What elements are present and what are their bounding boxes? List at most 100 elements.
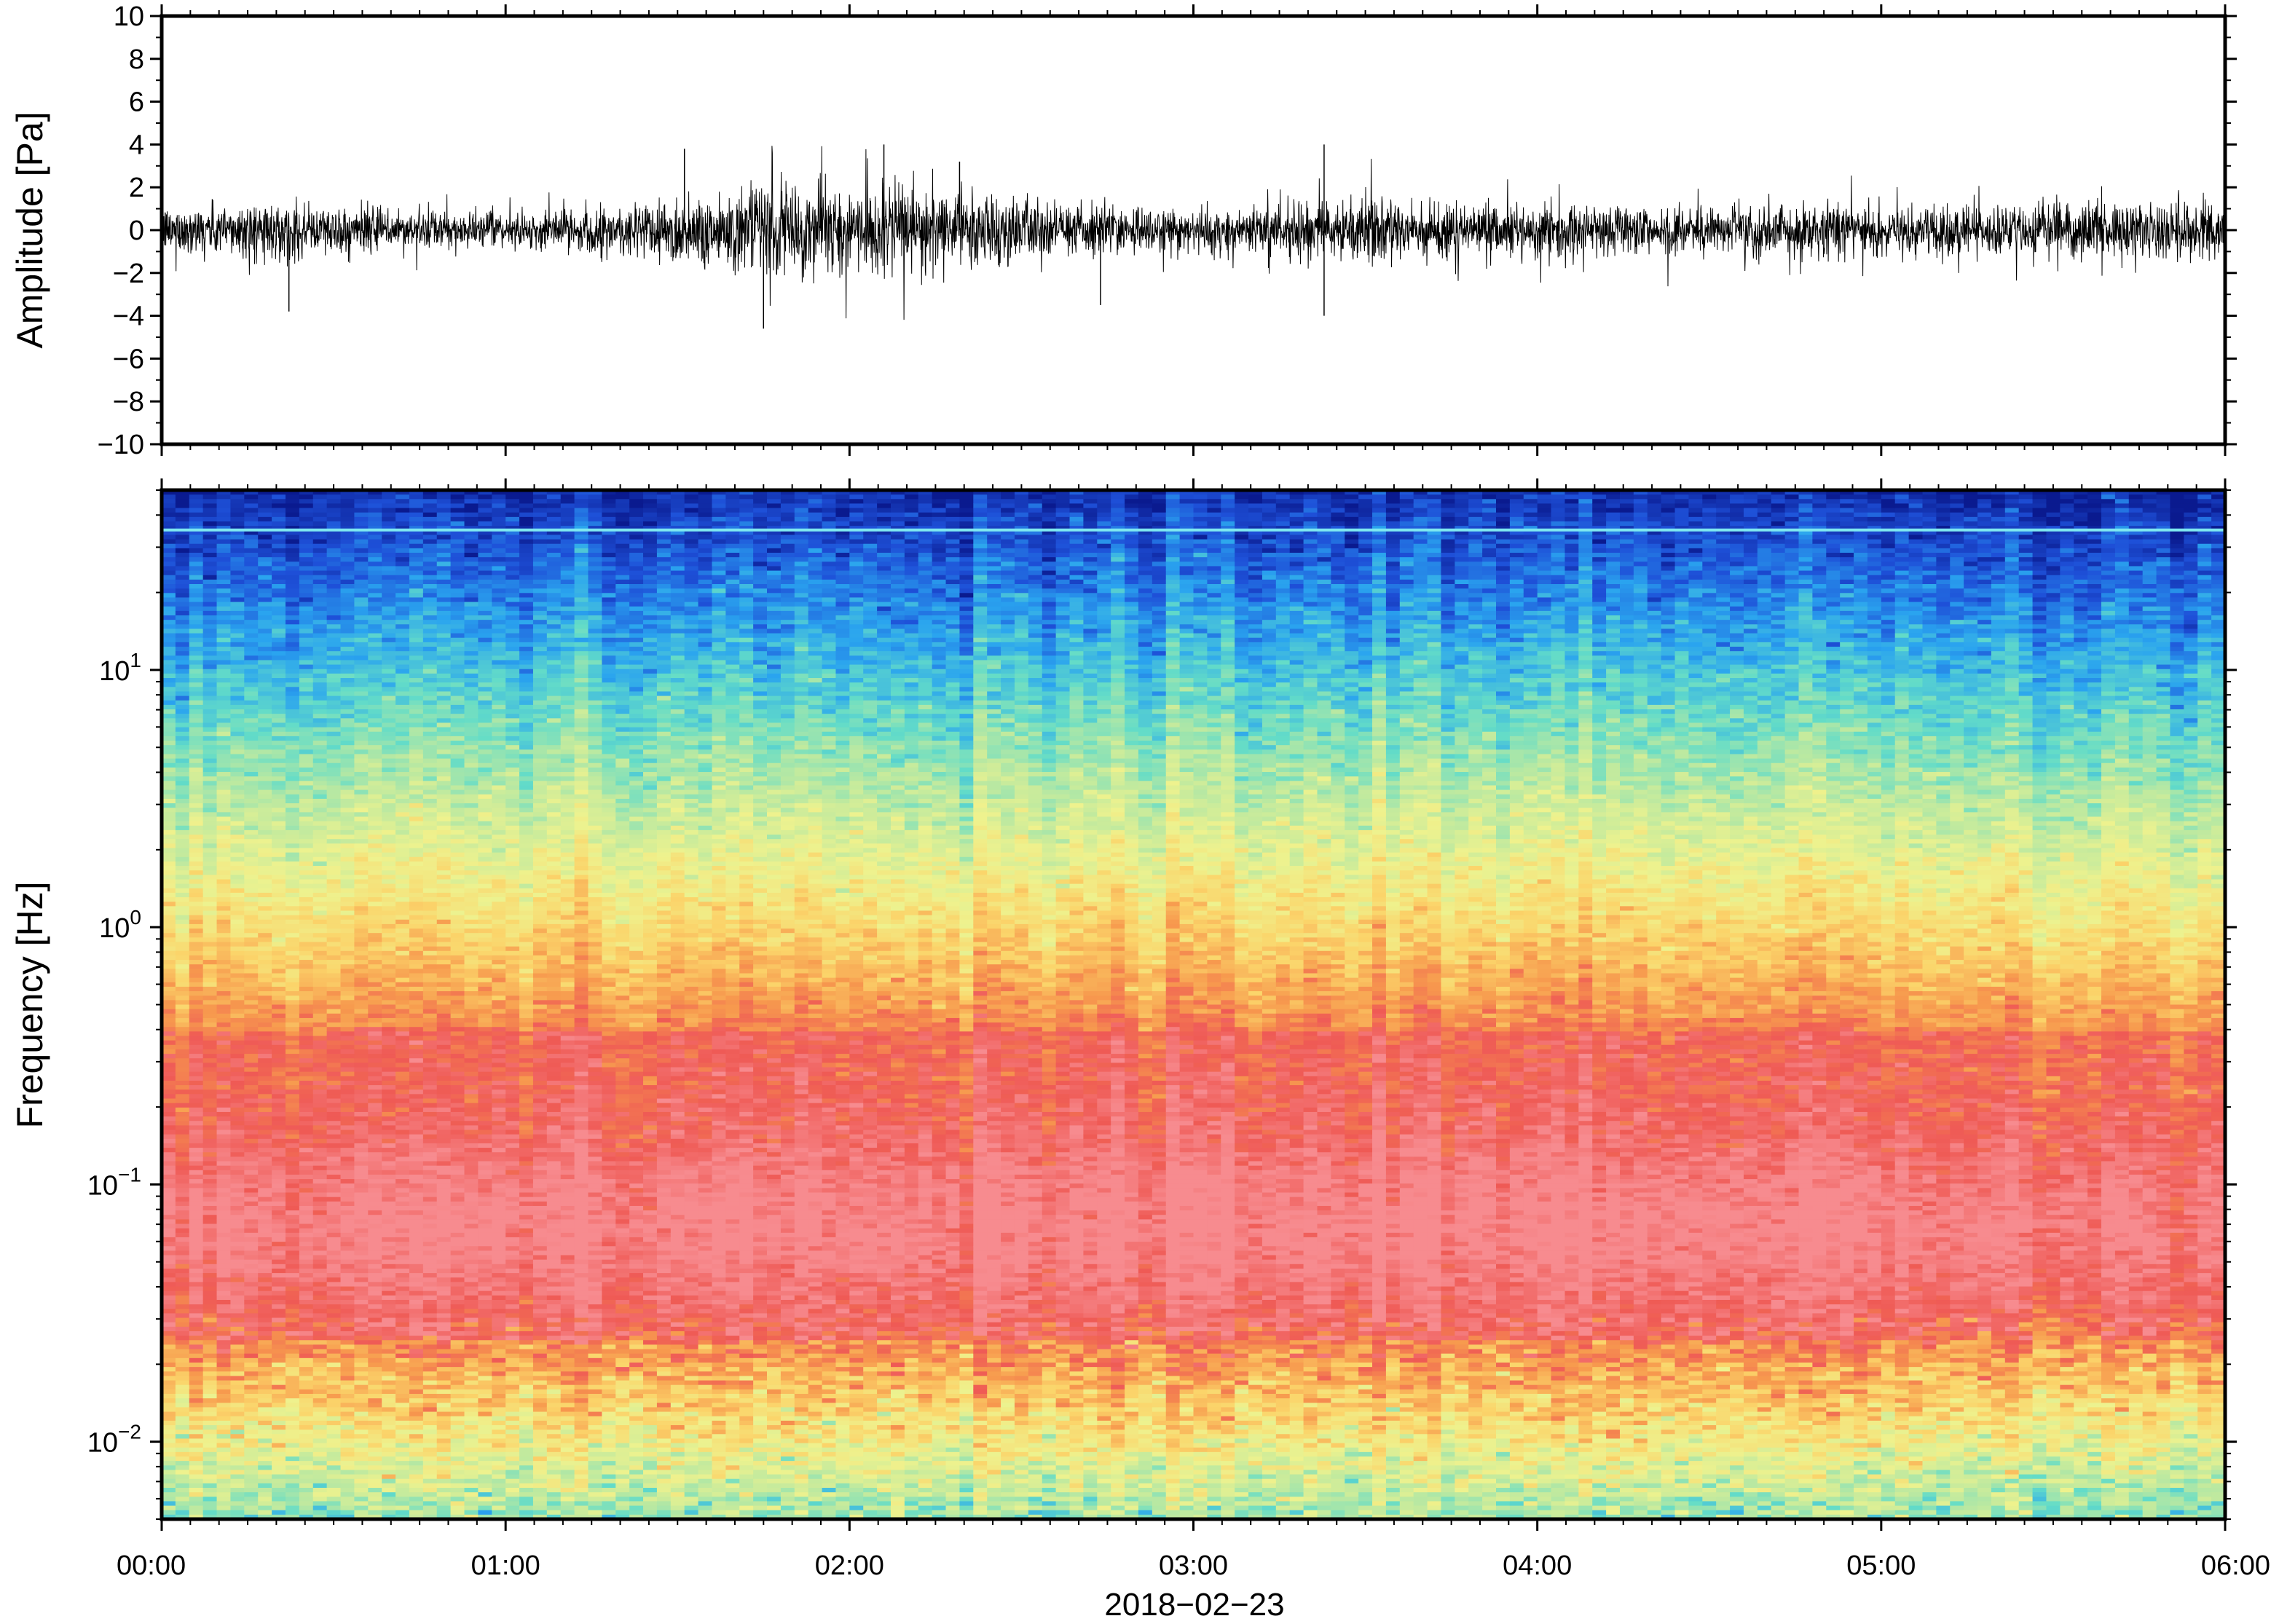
spectrogram-cell: [230, 754, 245, 760]
spectrogram-cell: [230, 731, 245, 737]
spectrogram-cell: [436, 933, 452, 938]
spectrogram-cell: [285, 1036, 300, 1041]
spectrogram-cell: [326, 812, 342, 818]
spectrogram-cell: [189, 937, 204, 943]
spectrogram-cell: [354, 821, 369, 827]
spectrogram-cell: [299, 1411, 314, 1417]
spectrogram-cell: [175, 1013, 190, 1019]
spectrogram-cell: [312, 691, 328, 697]
spectrogram-cell: [326, 781, 342, 787]
spectrogram-cell: [409, 1009, 424, 1014]
spectrogram-cell: [230, 1192, 245, 1198]
spectrogram-cell: [258, 1344, 272, 1350]
spectrogram-cell: [175, 1138, 190, 1144]
spectrogram-cell: [409, 548, 424, 553]
spectrogram-cell: [326, 512, 342, 518]
spectrogram-cell: [312, 1130, 328, 1135]
spectrogram-cell: [285, 861, 300, 867]
spectrogram-cell: [436, 794, 452, 800]
spectrogram-cell: [175, 803, 190, 808]
spectrogram-cell: [175, 1027, 190, 1032]
spectrogram-cell: [422, 1004, 438, 1010]
spectrogram-cell: [326, 647, 342, 652]
spectrogram-cell: [202, 1161, 218, 1167]
spectrogram-cell: [299, 651, 314, 656]
spectrogram-cell: [340, 929, 355, 934]
spectrogram-cell: [368, 1183, 382, 1189]
spectrogram-cell: [189, 1470, 204, 1475]
spectrogram-cell: [175, 1165, 190, 1171]
spectrogram-cell: [340, 731, 355, 737]
spectrogram-cell: [285, 628, 300, 634]
spectrogram-cell: [312, 955, 328, 961]
spectrogram-cell: [272, 1111, 286, 1117]
spectrogram-cell: [312, 973, 328, 979]
spectrogram-cell: [230, 548, 245, 553]
spectrogram-cell: [202, 1273, 218, 1278]
spectrogram-cell: [395, 579, 410, 585]
spectrogram-cell: [189, 553, 204, 558]
spectrogram-cell: [202, 718, 218, 724]
spectrogram-cell: [258, 991, 272, 996]
spectrogram-cell: [422, 1148, 438, 1153]
spectrogram-cell: [272, 1179, 286, 1184]
spectrogram-cell: [162, 1322, 176, 1328]
spectrogram-cell: [409, 892, 424, 898]
spectrogram-cell: [326, 1013, 342, 1019]
spectrogram-cell: [285, 1290, 300, 1296]
spectrogram-cell: [285, 602, 300, 607]
spectrogram-cell: [258, 1013, 272, 1019]
spectrogram-cell: [299, 856, 314, 862]
spectrogram-cell: [285, 929, 300, 934]
spectrogram-cell: [422, 835, 438, 840]
spectrogram-cell: [354, 1040, 369, 1046]
spectrogram-cell: [285, 615, 300, 620]
spectrogram-cell: [230, 745, 245, 750]
spectrogram-cell: [202, 1336, 218, 1341]
spectrogram-cell: [189, 1174, 204, 1180]
spectrogram-cell: [244, 803, 259, 808]
spectrogram-cell: [395, 1179, 410, 1184]
spectrogram-cell: [299, 1313, 314, 1319]
spectrogram-cell: [230, 1438, 245, 1444]
spectrogram-cell: [258, 1384, 272, 1390]
spectrogram-cell: [175, 1430, 190, 1435]
spectrogram-cell: [368, 615, 382, 620]
spectrogram-cell: [340, 812, 355, 818]
spectrogram-cell: [326, 1434, 342, 1440]
spectrogram-cell: [395, 1326, 410, 1332]
spectrogram-cell: [202, 575, 218, 580]
spectrogram-cell: [326, 982, 342, 988]
spectrogram-cell: [312, 897, 328, 902]
spectrogram-cell: [230, 825, 245, 831]
spectrogram-cell: [202, 512, 218, 518]
spectrogram-cell: [230, 695, 245, 701]
spectrogram-cell: [326, 1250, 342, 1256]
spectrogram-cell: [244, 1197, 259, 1202]
spectrogram-cell: [258, 1148, 272, 1153]
spectrogram-cell: [175, 727, 190, 733]
spectrogram-cell: [258, 1174, 272, 1180]
spectrogram-cell: [202, 937, 218, 943]
spectrogram-cell: [202, 516, 218, 522]
spectrogram-cell: [382, 1299, 396, 1305]
spectrogram-cell: [216, 749, 232, 755]
spectrogram-cell: [382, 1357, 396, 1363]
spectrogram-cell: [395, 991, 410, 996]
spectrogram-cell: [162, 1357, 176, 1363]
spectrogram-cell: [326, 1058, 342, 1063]
spectrogram-cell: [272, 808, 286, 813]
spectrogram-cell: [299, 709, 314, 714]
spectrogram-cell: [216, 1242, 232, 1247]
spectrogram-cell: [395, 1210, 410, 1215]
spectrogram-cell: [368, 553, 382, 558]
spectrogram-cell: [258, 929, 272, 934]
spectrogram-cell: [189, 1344, 204, 1350]
spectrogram-cell: [436, 557, 452, 562]
spectrogram-cell: [258, 1317, 272, 1323]
spectrogram-cell: [258, 835, 272, 840]
spectrogram-cell: [395, 678, 410, 683]
spectrogram-cell: [258, 597, 272, 603]
spectrogram-cell: [422, 848, 438, 854]
spectrogram-cell: [189, 1447, 204, 1453]
